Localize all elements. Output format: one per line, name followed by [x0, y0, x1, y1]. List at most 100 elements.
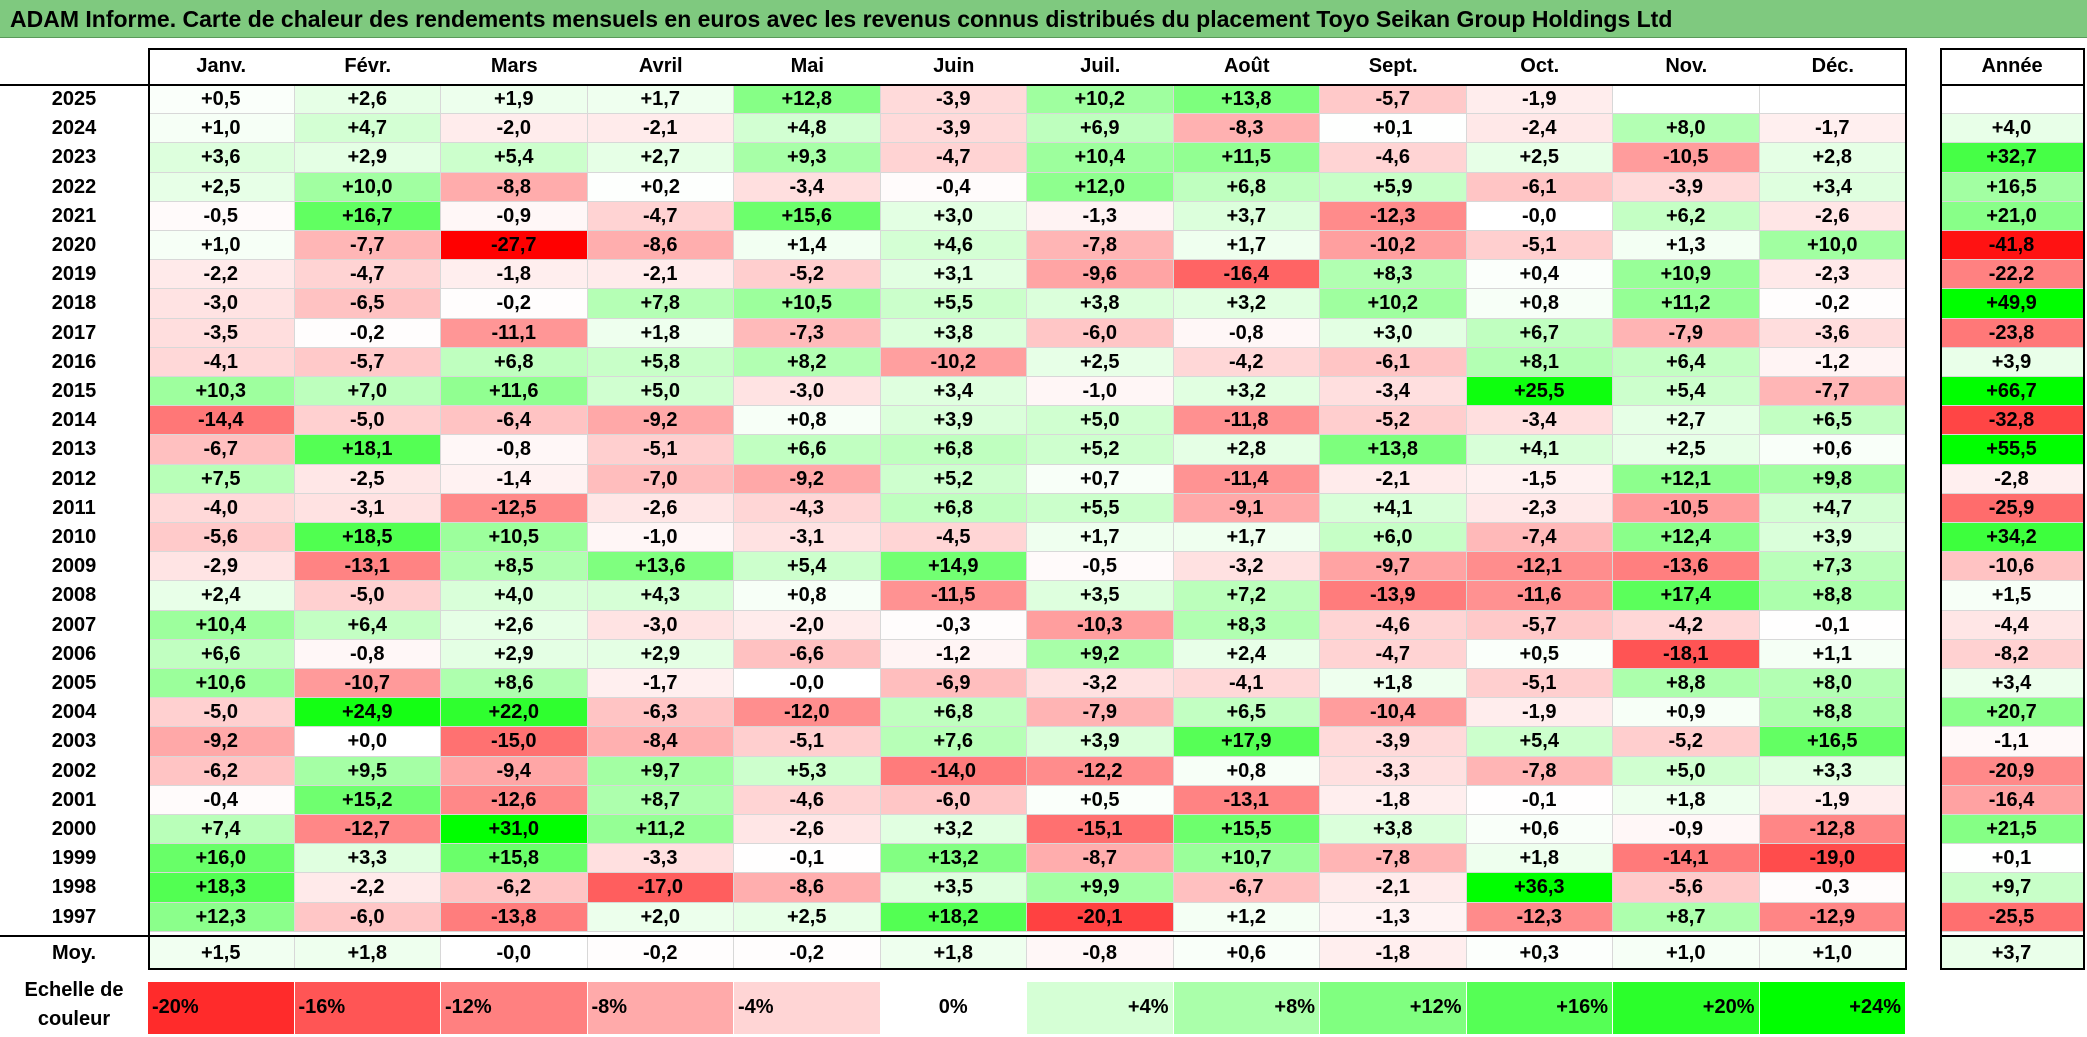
- year-label: 2017: [51, 321, 97, 344]
- heatmap-cell: +3,8: [1027, 289, 1174, 319]
- heatmap-cell: -11,5: [880, 581, 1027, 611]
- heatmap-cell: +5,4: [1466, 727, 1613, 757]
- heatmap-cell: +8,7: [587, 785, 734, 815]
- heatmap-cell: -19,0: [1759, 844, 1906, 874]
- average-cell: +0,3: [1466, 935, 1613, 970]
- heatmap-cell: -5,6: [148, 523, 295, 553]
- year-label: 2014: [51, 409, 97, 432]
- heatmap-cell: -4,3: [734, 493, 881, 523]
- heatmap-cell: -6,7: [1173, 873, 1320, 903]
- heatmap-cell: -10,3: [1027, 610, 1174, 640]
- year-label: 2002: [51, 759, 97, 782]
- heatmap-cell: -4,1: [148, 347, 295, 377]
- heatmap-cell: -2,3: [1759, 260, 1906, 290]
- heatmap-cell: -2,1: [587, 260, 734, 290]
- heatmap-cell: +10,5: [441, 523, 588, 553]
- heatmap-cell: -1,0: [1027, 377, 1174, 407]
- heatmap-cell: +10,4: [1027, 143, 1174, 173]
- heatmap-cell: -10,4: [1320, 698, 1467, 728]
- heatmap-cell: +6,4: [294, 610, 441, 640]
- annual-cell: -1,1: [1940, 727, 2084, 757]
- heatmap-cell: -5,7: [1320, 85, 1467, 115]
- heatmap-cell: -0,4: [880, 172, 1027, 202]
- annual-cell: +4,0: [1940, 114, 2084, 144]
- annual-cell: +34,2: [1940, 523, 2084, 553]
- heatmap-cell: -0,9: [441, 201, 588, 231]
- heatmap-cell: -6,2: [148, 756, 295, 786]
- month-header: Juil.: [1080, 55, 1121, 77]
- heatmap-cell: -7,8: [1320, 844, 1467, 874]
- heatmap-cell: +2,6: [294, 85, 441, 115]
- heatmap-cell: -13,9: [1320, 581, 1467, 611]
- heatmap-cell: +1,0: [148, 231, 295, 261]
- year-label: 2009: [51, 555, 97, 578]
- heatmap-cell: +3,6: [148, 143, 295, 173]
- heatmap-cell: -0,5: [1027, 552, 1174, 582]
- heatmap-cell: +10,9: [1613, 260, 1760, 290]
- heatmap-cell: +2,5: [1027, 347, 1174, 377]
- heatmap-cell: +18,3: [148, 873, 295, 903]
- heatmap-cell: -11,8: [1173, 406, 1320, 436]
- heatmap-cell: -10,5: [1613, 143, 1760, 173]
- heatmap-cell: -4,1: [1173, 669, 1320, 699]
- heatmap-cell: +9,5: [294, 756, 441, 786]
- heatmap-cell: +1,7: [1173, 523, 1320, 553]
- scale-swatch: -8%: [587, 982, 734, 1034]
- heatmap-cell: +2,5: [1466, 143, 1613, 173]
- heatmap-cell: +6,8: [880, 435, 1027, 465]
- heatmap-cell: +13,8: [1320, 435, 1467, 465]
- heatmap-cell: -2,9: [148, 552, 295, 582]
- heatmap-cell: +6,5: [1759, 406, 1906, 436]
- heatmap-cell: -9,2: [148, 727, 295, 757]
- heatmap-cell: +6,8: [441, 347, 588, 377]
- annual-cell: +9,7: [1940, 873, 2084, 903]
- heatmap-cell: -5,2: [1613, 727, 1760, 757]
- heatmap-cell: -13,6: [1613, 552, 1760, 582]
- heatmap-cell: +3,4: [880, 377, 1027, 407]
- heatmap-cell: +18,5: [294, 523, 441, 553]
- heatmap-cell: +6,8: [880, 698, 1027, 728]
- heatmap-cell: +1,8: [1613, 785, 1760, 815]
- heatmap-cell: +2,7: [1613, 406, 1760, 436]
- heatmap-cell: -5,0: [148, 698, 295, 728]
- scale-swatch: +12%: [1320, 982, 1467, 1034]
- heatmap-cell: -0,1: [1466, 785, 1613, 815]
- heatmap-cell: +15,2: [294, 785, 441, 815]
- annual-cell: +16,5: [1940, 172, 2084, 202]
- heatmap-cell: -0,8: [294, 639, 441, 669]
- heatmap-cell: +7,5: [148, 464, 295, 494]
- heatmap-cell: +13,2: [880, 844, 1027, 874]
- heatmap-cell: -8,6: [587, 231, 734, 261]
- heatmap-cell: -3,3: [1320, 756, 1467, 786]
- heatmap-cell: -12,5: [441, 493, 588, 523]
- month-header: Mars: [490, 55, 538, 77]
- year-label: 2013: [51, 438, 97, 461]
- heatmap-cell: -12,1: [1466, 552, 1613, 582]
- heatmap-cell: +3,9: [1027, 727, 1174, 757]
- heatmap-cell: +9,3: [734, 143, 881, 173]
- heatmap-cell: -5,1: [1466, 231, 1613, 261]
- heatmap-cell: -9,4: [441, 756, 588, 786]
- heatmap-cell: -3,4: [1320, 377, 1467, 407]
- heatmap-cell: -3,9: [1320, 727, 1467, 757]
- heatmap-cell: +3,3: [294, 844, 441, 874]
- heatmap-cell: -10,2: [880, 347, 1027, 377]
- heatmap-cell: +2,9: [441, 639, 588, 669]
- heatmap-cell: -1,3: [1027, 201, 1174, 231]
- heatmap-cell: -6,2: [441, 873, 588, 903]
- heatmap-cell: -0,0: [734, 669, 881, 699]
- heatmap-cell: -10,2: [1320, 231, 1467, 261]
- heatmap-cell: +6,4: [1613, 347, 1760, 377]
- heatmap-cell: +13,6: [587, 552, 734, 582]
- heatmap-cell: -0,4: [148, 785, 295, 815]
- heatmap-cell: +5,4: [441, 143, 588, 173]
- year-label: 2024: [51, 117, 97, 140]
- heatmap-cell: -7,0: [587, 464, 734, 494]
- heatmap-cell: +12,4: [1613, 523, 1760, 553]
- annual-cell: +55,5: [1940, 435, 2084, 465]
- average-label: Moy.: [51, 941, 97, 964]
- heatmap-cell: -3,0: [734, 377, 881, 407]
- heatmap-cell: -8,6: [734, 873, 881, 903]
- heatmap-cell: -4,2: [1613, 610, 1760, 640]
- heatmap-cell: -5,6: [1613, 873, 1760, 903]
